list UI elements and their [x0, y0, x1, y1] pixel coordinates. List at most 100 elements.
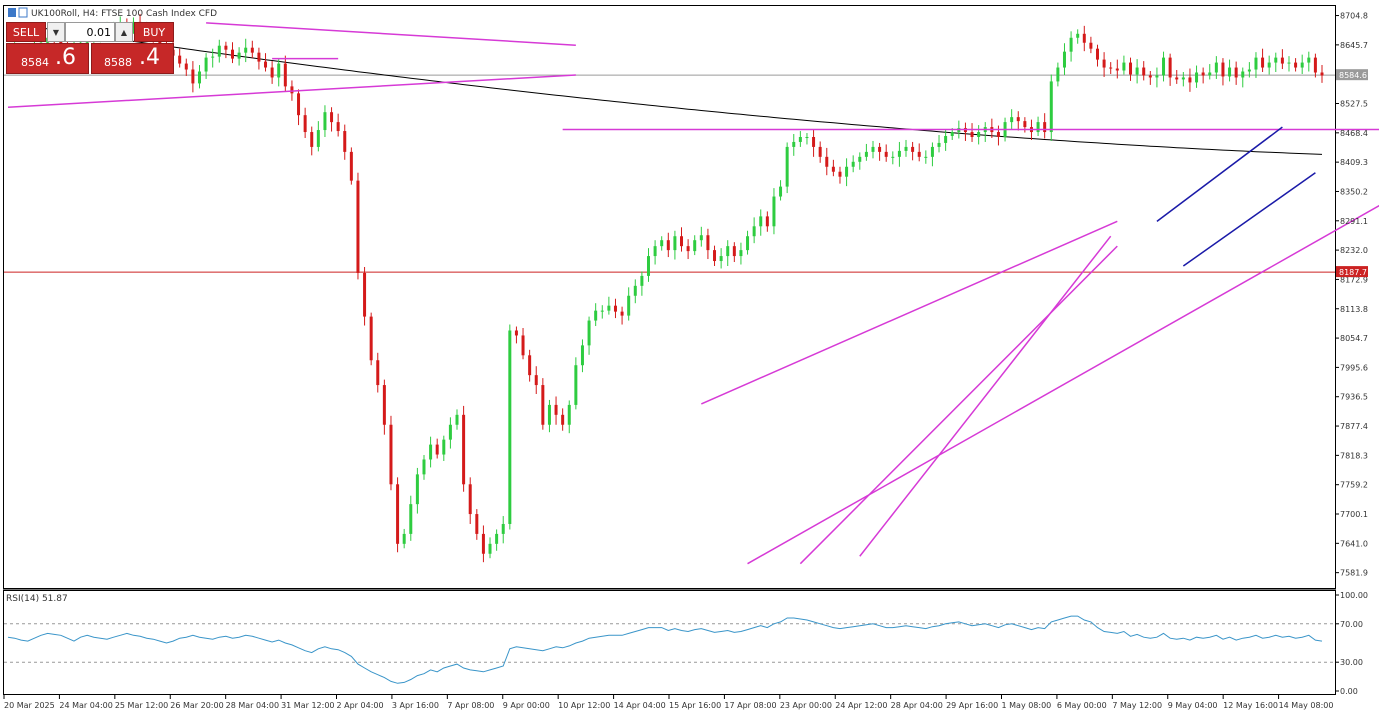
- lot-increase-icon[interactable]: ▲: [115, 22, 133, 42]
- trendline[interactable]: [7, 74, 576, 108]
- bull-candle-body: [864, 151, 868, 157]
- lot-decrease-icon[interactable]: ▼: [47, 22, 65, 42]
- bear-candle-body: [336, 122, 340, 132]
- candle: [831, 159, 835, 177]
- bear-candle-body: [765, 216, 769, 227]
- candle: [798, 131, 802, 147]
- candle: [1280, 49, 1284, 70]
- candle: [680, 227, 684, 252]
- candle: [343, 124, 347, 160]
- bear-candle-body: [1313, 57, 1317, 73]
- bear-candle-body: [178, 55, 182, 64]
- candle: [356, 172, 360, 280]
- bull-candle-body: [488, 543, 492, 554]
- trendline[interactable]: [701, 220, 1118, 405]
- channel-line[interactable]: [1182, 172, 1316, 267]
- bear-candle-body: [1016, 117, 1020, 122]
- chart-type-icon[interactable]: [8, 8, 16, 17]
- candle: [746, 230, 750, 255]
- bear-candle-body: [1142, 67, 1146, 76]
- trendline[interactable]: [859, 235, 1112, 557]
- price-tick-label: 8172.9: [1340, 275, 1368, 284]
- lot-size-input[interactable]: [65, 22, 115, 42]
- sell-price-button[interactable]: 8584 .6: [6, 43, 89, 74]
- bear-candle-body: [191, 69, 195, 84]
- sell-button[interactable]: SELL: [6, 22, 46, 42]
- candle: [567, 400, 571, 434]
- rsi-tick-label: 100.00: [1340, 591, 1368, 600]
- bear-candle-body: [1201, 72, 1205, 76]
- bear-candle-body: [1280, 57, 1284, 64]
- buy-price-main: 8588: [104, 56, 132, 69]
- bull-candle-body: [937, 142, 941, 147]
- bear-candle-body: [1023, 121, 1027, 128]
- bull-candle-body: [323, 112, 327, 131]
- time-tick-label: 1 May 08:00: [1002, 701, 1052, 710]
- candle: [224, 41, 228, 59]
- bear-candle-body: [343, 131, 347, 152]
- bear-candle-body: [303, 115, 307, 133]
- bull-candle-body: [752, 226, 756, 237]
- bull-candle-body: [891, 156, 895, 158]
- bull-candle-body: [1287, 62, 1291, 64]
- bull-candle-body: [759, 216, 763, 227]
- bull-candle-body: [1049, 81, 1053, 133]
- trendline[interactable]: [206, 22, 576, 46]
- candle: [211, 48, 215, 68]
- bull-candle-body: [574, 365, 578, 405]
- bull-candle-body: [1274, 57, 1278, 63]
- candle: [1076, 29, 1080, 44]
- candle: [792, 134, 796, 156]
- buy-price-fraction: .4: [139, 45, 160, 70]
- bull-candle-body: [217, 45, 221, 57]
- price-tick-label: 8054.7: [1340, 334, 1368, 343]
- candle: [1010, 109, 1014, 130]
- candle: [1115, 59, 1119, 79]
- bear-candle-body: [680, 236, 684, 247]
- buy-price-button[interactable]: 8588 .4: [91, 43, 174, 74]
- candle: [607, 296, 611, 315]
- bull-candle-body: [845, 166, 849, 177]
- bull-candle-body: [719, 256, 723, 262]
- candle: [264, 53, 268, 72]
- candle: [653, 240, 657, 265]
- candle: [779, 180, 783, 201]
- candle: [673, 230, 677, 260]
- price-tick-label: 8704.8: [1340, 12, 1368, 21]
- bear-candle-body: [1082, 33, 1086, 43]
- candle: [1214, 56, 1218, 79]
- candle: [1294, 58, 1298, 72]
- candle: [732, 242, 736, 263]
- candle: [409, 495, 413, 541]
- bear-candle-body: [1320, 72, 1324, 76]
- buy-button[interactable]: BUY: [134, 22, 174, 42]
- candle: [944, 130, 948, 151]
- trendline[interactable]: [747, 130, 1379, 565]
- bull-candle-body: [316, 130, 320, 147]
- bull-candle-body: [1214, 62, 1218, 73]
- bull-candle-body: [1155, 75, 1159, 78]
- candle: [376, 352, 380, 393]
- channel-line[interactable]: [1156, 126, 1283, 222]
- candle: [1300, 54, 1304, 74]
- rsi-tick-label: 0.00: [1340, 687, 1358, 696]
- trendline[interactable]: [799, 245, 1118, 565]
- bull-candle-body: [211, 56, 215, 58]
- bull-candle-body: [1122, 62, 1126, 71]
- candle: [891, 151, 895, 165]
- bull-candle-body: [1062, 51, 1066, 68]
- bear-candle-body: [468, 484, 472, 515]
- bull-candle-body: [1010, 117, 1014, 123]
- bull-candle-body: [673, 236, 677, 251]
- candle: [838, 166, 842, 184]
- candle: [1102, 52, 1106, 77]
- bull-candle-body: [429, 444, 433, 460]
- candle: [1142, 61, 1146, 81]
- window-icon[interactable]: [18, 7, 28, 18]
- candle: [330, 107, 334, 132]
- candle: [1261, 48, 1265, 73]
- candle: [785, 142, 789, 194]
- bear-candle-body: [389, 424, 393, 485]
- candle: [864, 143, 868, 161]
